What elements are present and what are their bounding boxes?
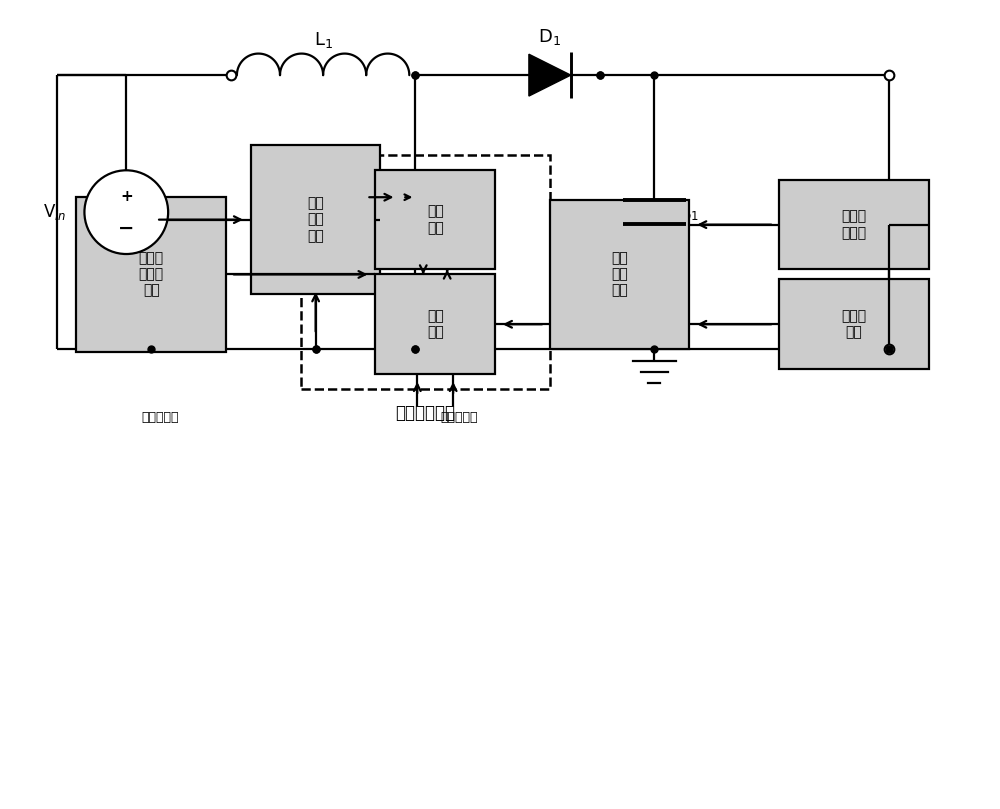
Text: +: + [120,188,133,204]
Text: V$_{in}$: V$_{in}$ [43,202,66,222]
Text: 预定电流値: 预定电流値 [141,411,179,424]
FancyBboxPatch shape [550,200,689,349]
Text: V$_o$: V$_o$ [909,202,930,222]
Text: 判断
电路: 判断 电路 [427,309,444,340]
Text: C$_{o1}$: C$_{o1}$ [672,202,700,222]
Text: −: − [118,218,134,238]
FancyBboxPatch shape [251,145,380,294]
FancyBboxPatch shape [375,170,495,269]
Text: S$_1$: S$_1$ [430,182,449,202]
Text: 脉宽
调制
电路: 脉宽 调制 电路 [307,197,324,243]
Text: 控制
电路: 控制 电路 [427,205,444,235]
FancyBboxPatch shape [76,197,226,352]
Text: 软启动
电路: 软启动 电路 [841,309,866,340]
FancyBboxPatch shape [375,274,495,374]
FancyBboxPatch shape [779,180,929,269]
Text: 逻辑控制电路: 逻辑控制电路 [395,404,455,422]
FancyBboxPatch shape [779,279,929,369]
Text: D$_1$: D$_1$ [538,28,561,47]
Polygon shape [529,54,571,96]
Text: 电压反
馈电路: 电压反 馈电路 [841,210,866,239]
Text: 预定电压値: 预定电压値 [440,411,478,424]
Circle shape [84,171,168,254]
Text: L$_1$: L$_1$ [314,30,333,50]
Text: 误差
放大
电路: 误差 放大 电路 [611,252,628,298]
Text: 电感电
流检测
电路: 电感电 流检测 电路 [139,252,164,298]
